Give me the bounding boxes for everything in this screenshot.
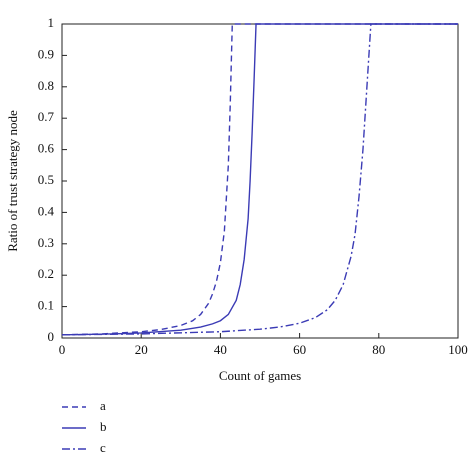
y-axis-label: Ratio of trust strategy node [5,110,20,252]
series-line [61,23,458,336]
plot-frame [61,23,459,339]
x-tick-label: 60 [293,342,306,357]
x-tick-label: 20 [135,342,148,357]
y-tick-label: 0 [48,329,55,344]
y-tick-label: 0.6 [38,141,55,156]
legend-label: a [100,398,106,413]
x-axis-label: Count of games [219,368,301,383]
y-tick-label: 0.4 [38,203,55,218]
legend-label: c [100,440,106,455]
y-tick-label: 0.1 [38,298,54,313]
series-line [61,23,458,336]
y-tick-label: 0.5 [38,172,54,187]
x-tick-label: 100 [448,342,468,357]
y-tick-label: 0.7 [38,109,55,124]
series-line [61,23,458,336]
y-tick-label: 1 [48,15,55,30]
legend-label: b [100,419,107,434]
y-tick-label: 0.8 [38,78,54,93]
x-tick-label: 0 [59,342,66,357]
y-tick-label: 0.9 [38,46,54,61]
y-tick-label: 0.2 [38,266,54,281]
y-tick-label: 0.3 [38,235,54,250]
x-tick-label: 40 [214,342,227,357]
x-tick-label: 80 [372,342,385,357]
